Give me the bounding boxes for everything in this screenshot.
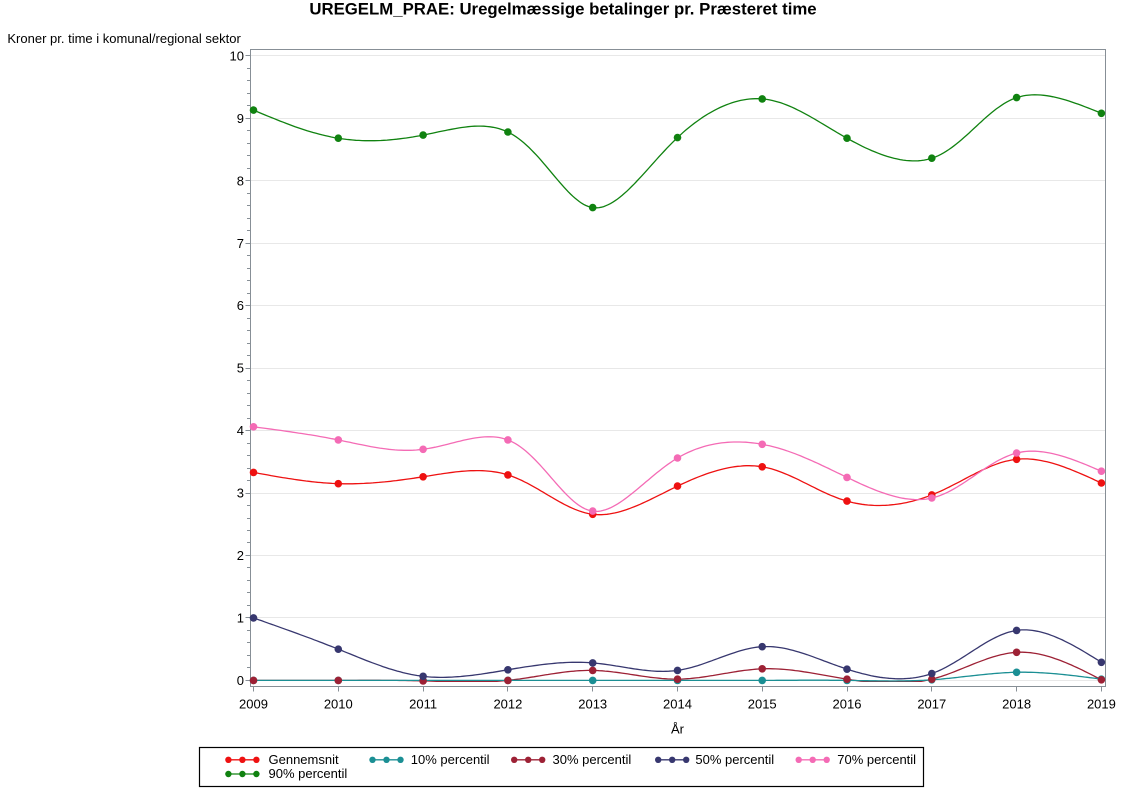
svg-text:9: 9 [237, 111, 244, 126]
svg-text:2019: 2019 [1087, 696, 1116, 711]
svg-text:1: 1 [237, 611, 244, 626]
svg-text:2013: 2013 [578, 696, 607, 711]
svg-text:2010: 2010 [324, 696, 353, 711]
svg-text:År: År [671, 722, 685, 737]
svg-text:2012: 2012 [493, 696, 522, 711]
svg-text:2018: 2018 [1002, 696, 1031, 711]
svg-text:10: 10 [230, 48, 244, 63]
svg-text:3: 3 [237, 486, 244, 501]
svg-text:30% percentil: 30% percentil [553, 752, 632, 767]
svg-text:0: 0 [237, 673, 244, 688]
svg-text:2011: 2011 [409, 696, 437, 711]
svg-text:7: 7 [237, 236, 244, 251]
svg-text:90% percentil: 90% percentil [269, 766, 348, 781]
svg-text:10% percentil: 10% percentil [411, 752, 490, 767]
svg-text:8: 8 [237, 173, 244, 188]
svg-text:6: 6 [237, 298, 244, 313]
svg-text:2009: 2009 [239, 696, 268, 711]
svg-text:2017: 2017 [917, 696, 946, 711]
svg-text:5: 5 [237, 361, 244, 376]
svg-text:Gennemsnit: Gennemsnit [269, 752, 339, 767]
svg-text:70% percentil: 70% percentil [837, 752, 916, 767]
svg-text:2: 2 [237, 548, 244, 563]
svg-text:2014: 2014 [663, 696, 692, 711]
svg-text:50% percentil: 50% percentil [695, 752, 774, 767]
svg-text:Kroner pr. time i komunal/regi: Kroner pr. time i komunal/regional sekto… [7, 31, 241, 46]
svg-text:2016: 2016 [833, 696, 862, 711]
svg-text:4: 4 [237, 423, 244, 438]
svg-text:2015: 2015 [748, 696, 777, 711]
svg-text:UREGELM_PRAE: Uregelmæssige be: UREGELM_PRAE: Uregelmæssige betalinger p… [309, 0, 816, 19]
